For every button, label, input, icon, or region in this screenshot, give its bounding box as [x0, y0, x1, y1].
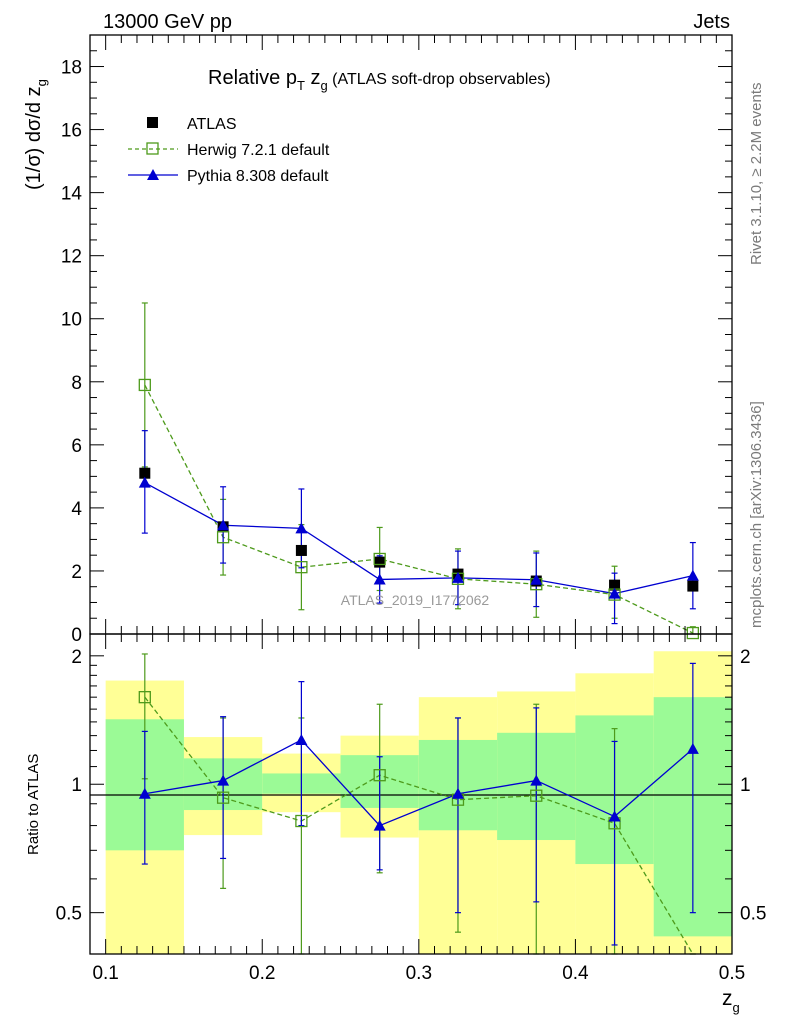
ratio-tick-label-2: 2: [71, 647, 82, 668]
ratio-series-layer: [138, 653, 699, 955]
pythia-series-line: [144, 482, 693, 595]
y-axis-label-sub: g: [34, 79, 49, 86]
y-axis-label: (1/σ) dσ/d zg: [23, 79, 49, 190]
herwig-point: [295, 561, 308, 574]
ratio-tick-label-right-1: 1: [740, 775, 751, 796]
y-tick-label-10: 10: [61, 310, 82, 331]
main-title-sub-t: T: [297, 78, 305, 93]
herwig-point: [686, 626, 700, 640]
atlas-point: [295, 544, 307, 556]
ratio-herwig-point: [530, 789, 543, 802]
ratio-herwig-point: [138, 691, 151, 704]
ratio-axis-label: Ratio to ATLAS: [25, 754, 42, 855]
atlas-point: [609, 579, 621, 591]
atlas-point: [139, 467, 151, 479]
y-tick-label-2: 2: [71, 562, 82, 583]
ratio-pythia-series-line: [144, 739, 694, 827]
x-tick-label-0.3: 0.3: [406, 963, 432, 984]
ratio-pythia-point: [217, 774, 230, 786]
ratio-pythia-point: [295, 733, 308, 745]
atlas-point: [687, 580, 699, 592]
main-title-sub-g: g: [320, 78, 327, 93]
mcplots-label: mcplots.cern.ch [arXiv:1306.3436]: [748, 401, 765, 628]
ratio-herwig-point: [295, 814, 308, 828]
ratio-panel: 0.1 0.2 0.3 0.4 0.5 0.5 0.5 1 1 2 2 Ratio to ATLAS…: [25, 633, 766, 1015]
y-tick-label-18: 18: [61, 58, 82, 79]
y-tick-label-0: 0: [71, 625, 82, 646]
pythia-point: [451, 571, 464, 583]
ratio-herwig-series-line: [144, 696, 694, 955]
herwig-point: [216, 531, 230, 544]
atlas-point: [374, 556, 386, 568]
ratio-ticks: 0.1 0.2 0.3 0.4 0.5 0.5 0.5 1 1 2 2: [56, 634, 766, 984]
legend-pythia-marker: [147, 169, 159, 180]
ratio-tick-label-0.5: 0.5: [56, 904, 82, 925]
pythia-point: [373, 573, 386, 585]
pythia-point: [138, 476, 151, 488]
ratio-tick-label-right-0.5: 0.5: [740, 904, 766, 925]
herwig-series-line: [144, 384, 694, 634]
pythia-point: [530, 573, 543, 585]
ratio-pythia-point: [530, 774, 543, 786]
rivet-version-label: Rivet 3.1.10, ≥ 2.2M events: [748, 83, 765, 266]
legend-atlas-label: ATLAS: [187, 116, 237, 133]
y-tick-label-6: 6: [71, 436, 82, 457]
legend-pythia-label: Pythia 8.308 default: [187, 168, 329, 185]
main-series-layer: [138, 302, 700, 640]
x-axis-label-sub: g: [733, 1000, 740, 1015]
analysis-watermark: ATLAS_2019_I1772062: [341, 592, 490, 608]
ratio-bands-layer: [105, 651, 732, 954]
herwig-point: [138, 378, 151, 392]
pythia-point: [608, 587, 621, 599]
legend-atlas-marker: [147, 117, 158, 128]
main-title-var: z: [305, 67, 321, 89]
x-tick-label-0.2: 0.2: [249, 963, 275, 984]
main-ticks: 0 2 4 6 8 10 12 14 16 18: [61, 35, 733, 646]
ratio-pythia-point: [686, 742, 699, 754]
main-title-paren: (ATLAS soft-drop observables): [328, 71, 551, 88]
ratio-frame: [89, 633, 733, 955]
beam-label: 13000 GeV pp: [103, 11, 232, 33]
y-tick-label-8: 8: [71, 373, 82, 394]
ratio-pythia-point: [138, 787, 151, 799]
ratio-herwig-point: [373, 769, 386, 782]
main-title-main: Relative p: [208, 67, 297, 89]
legend-herwig-marker: [146, 142, 159, 155]
y-tick-label-14: 14: [61, 184, 83, 205]
y-tick-label-16: 16: [61, 121, 82, 142]
ratio-pythia-point: [451, 787, 464, 799]
ratio-pythia-point: [373, 819, 386, 831]
x-tick-label-0.1: 0.1: [92, 963, 118, 984]
ratio-pythia-point: [608, 810, 621, 822]
pythia-point: [295, 522, 308, 534]
x-axis-label: zg: [722, 987, 740, 1015]
legend-herwig-label: Herwig 7.2.1 default: [187, 142, 330, 159]
legend: ATLAS Herwig 7.2.1 default Pythia 8.308 …: [128, 116, 330, 185]
ratio-tick-label-1: 1: [71, 775, 82, 796]
y-tick-label-4: 4: [71, 499, 82, 520]
x-axis-label-main: z: [722, 987, 733, 1010]
herwig-point: [373, 552, 386, 566]
main-title: Relative pT zg (ATLAS soft-drop observab…: [208, 67, 551, 93]
pythia-point: [217, 519, 230, 531]
x-tick-label-0.5: 0.5: [719, 963, 745, 984]
x-tick-label-0.4: 0.4: [562, 963, 589, 984]
pythia-point: [686, 569, 699, 581]
ratio-tick-label-right-2: 2: [740, 647, 751, 668]
y-axis-label-main: (1/σ) dσ/d z: [23, 86, 45, 190]
process-label: Jets: [693, 11, 730, 33]
y-tick-label-12: 12: [61, 247, 82, 268]
ratio-herwig-point: [216, 791, 230, 804]
